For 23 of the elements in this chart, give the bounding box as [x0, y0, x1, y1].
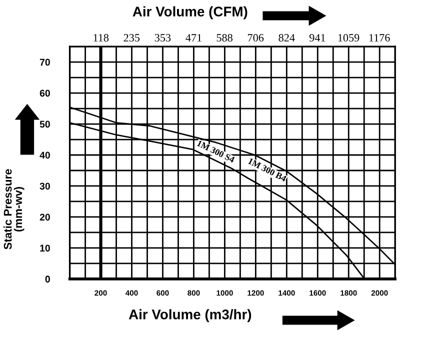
y-tick-label: 40 [40, 152, 50, 159]
y-tick-label: 0 [45, 276, 50, 283]
y-tick-label: 30 [40, 182, 50, 190]
x2-tick-label: 235 [124, 34, 140, 42]
x-axis-title: Air Volume (m3/hr) [128, 309, 252, 322]
y-tick-label: 20 [40, 214, 50, 221]
x2-tick-label: 824 [278, 34, 295, 42]
text: 1M 300 S4 [196, 140, 236, 163]
y-axis-title: Static Pressure (mm-wv) [4, 169, 24, 250]
x2-axis-title: Air Volume (CFM) [132, 6, 248, 20]
x2-tick-label: 471 [186, 34, 202, 42]
x2-tick-label: 118 [94, 34, 109, 42]
x2-tick-label: 353 [154, 34, 171, 42]
y-tick-label: 60 [40, 90, 50, 97]
text: 1M 300 B4 [248, 158, 287, 182]
y-tick-label: 10 [40, 244, 50, 252]
x2-tick-label: 1059 [338, 34, 360, 42]
x2-tick-label: 706 [248, 34, 264, 42]
x2-tick-label: 588 [216, 34, 232, 42]
x2-tick-label: 1176 [369, 34, 390, 42]
x2-tick-label: 941 [309, 34, 326, 42]
y-tick-label: 50 [40, 120, 50, 128]
y-tick-label: 70 [40, 58, 50, 66]
